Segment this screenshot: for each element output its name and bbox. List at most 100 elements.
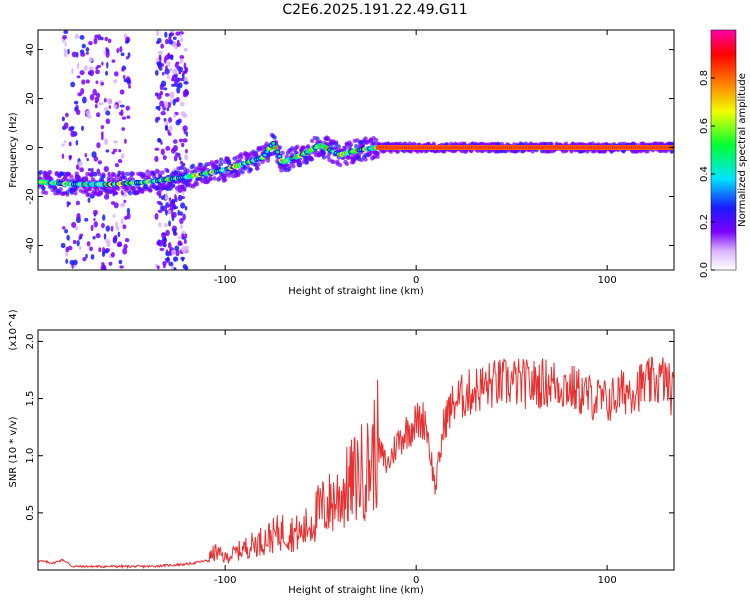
noise-speck xyxy=(159,247,165,251)
noise-speck xyxy=(179,54,185,60)
ridge-core xyxy=(267,147,271,150)
ridge-halo xyxy=(256,162,261,167)
noise-speck xyxy=(182,70,186,75)
noise-speck xyxy=(93,209,98,216)
ridge-halo xyxy=(295,144,300,150)
noise-speck xyxy=(79,167,84,173)
ridge-halo xyxy=(217,175,223,181)
ridge-halo xyxy=(212,176,217,181)
noise-speck xyxy=(182,263,188,270)
noise-speck xyxy=(182,125,188,132)
x-tick-label: 0 xyxy=(413,275,419,286)
noise-speck xyxy=(100,82,104,86)
noise-speck xyxy=(184,233,188,239)
noise-speck xyxy=(117,159,123,164)
noise-speck xyxy=(180,202,186,209)
ridge-halo xyxy=(348,142,354,147)
ridge-core xyxy=(275,150,280,154)
colorbar-ticks: 0.0 0.2 0.4 0.6 0.8 xyxy=(699,70,715,278)
ridge-halo xyxy=(97,171,102,177)
y-tick-label: 40 xyxy=(25,43,36,56)
noise-speck xyxy=(113,140,119,144)
ridge-halo xyxy=(363,157,368,162)
noise-speck xyxy=(90,254,95,260)
noise-speck xyxy=(160,205,164,211)
noise-speck xyxy=(67,201,71,206)
noise-speck xyxy=(161,232,167,239)
noise-speck xyxy=(178,138,183,143)
noise-speck xyxy=(85,109,91,117)
noise-speck xyxy=(101,251,106,258)
noise-speck xyxy=(122,74,126,79)
noise-speck xyxy=(160,148,165,156)
noise-speck xyxy=(95,233,101,239)
noise-speck xyxy=(82,257,87,262)
ridge-core xyxy=(273,146,278,150)
noise-speck xyxy=(115,221,119,228)
noise-speck xyxy=(179,58,184,64)
noise-speck xyxy=(108,261,113,266)
ridge-halo xyxy=(73,191,78,196)
snr-y-multiplier: (x10^4) xyxy=(8,309,19,350)
ridge-halo xyxy=(58,187,63,192)
ridge-halo xyxy=(248,167,253,172)
noise-speck xyxy=(154,213,159,220)
ridge-halo xyxy=(305,144,311,149)
noise-speck xyxy=(101,133,104,141)
snr-frame xyxy=(37,329,675,571)
noise-speck xyxy=(171,249,176,256)
ridge-halo xyxy=(86,192,92,197)
noise-speck xyxy=(182,138,188,143)
noise-speck xyxy=(87,168,92,172)
ridge-halo xyxy=(128,191,133,196)
ridge-halo xyxy=(165,186,170,192)
noise-speck xyxy=(97,160,103,165)
noise-speck xyxy=(61,143,65,147)
noise-speck xyxy=(105,110,111,116)
noise-speck xyxy=(60,242,66,249)
noise-speck xyxy=(157,50,164,55)
noise-speck xyxy=(165,92,170,97)
noise-speck xyxy=(119,46,123,53)
noise-speck xyxy=(79,35,85,40)
noise-speck xyxy=(169,91,175,99)
ridge-halo xyxy=(336,144,342,149)
noise-speck xyxy=(85,51,89,55)
noise-speck xyxy=(163,87,168,91)
noise-speck xyxy=(171,83,176,87)
noise-speck xyxy=(76,75,81,79)
noise-speck xyxy=(167,242,172,249)
colorbar-tick-label: 0.4 xyxy=(699,166,710,182)
noise-speck xyxy=(168,36,172,42)
noise-speck xyxy=(179,217,184,225)
ridge-halo xyxy=(240,169,245,175)
ridge-halo xyxy=(287,163,292,169)
noise-speck xyxy=(98,247,102,253)
noise-speck xyxy=(85,47,90,52)
noise-speck xyxy=(119,89,125,95)
colorbar-tick-label: 0.2 xyxy=(699,214,710,230)
ridge-halo xyxy=(160,170,165,175)
noise-speck xyxy=(162,155,167,161)
noise-speck xyxy=(180,223,183,230)
noise-speck xyxy=(171,198,176,204)
noise-speck xyxy=(119,104,125,108)
noise-speck xyxy=(156,265,160,270)
ridge-halo xyxy=(146,173,152,178)
noise-speck xyxy=(181,196,186,200)
ridge-halo xyxy=(208,176,213,181)
ridge-halo xyxy=(317,139,323,145)
noise-speck xyxy=(117,100,122,104)
ridge-halo xyxy=(69,174,74,179)
noise-speck xyxy=(103,107,109,112)
colorbar: 0.0 0.2 0.4 0.6 0.8 Normalized spectral ampl… xyxy=(699,29,748,278)
noise-speck xyxy=(106,242,111,248)
noise-speck xyxy=(95,69,100,75)
noise-speck xyxy=(70,81,76,88)
noise-speck xyxy=(123,243,128,250)
noise-speck xyxy=(79,233,84,237)
noise-speck xyxy=(101,61,104,66)
noise-speck xyxy=(175,119,181,126)
noise-speck xyxy=(118,149,122,153)
noise-speck xyxy=(154,69,159,76)
